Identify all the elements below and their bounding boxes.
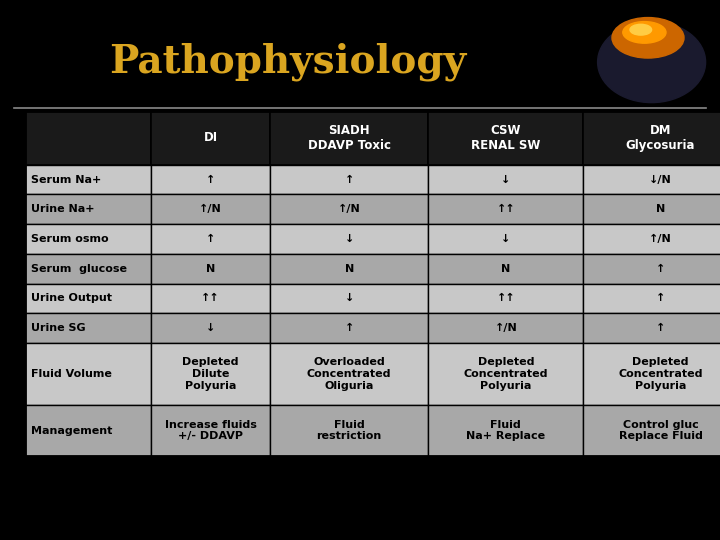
Bar [151,254,270,284]
Text: ↑: ↑ [206,174,215,185]
Text: Serum  glucose: Serum glucose [31,264,127,274]
Text: ↓: ↓ [344,234,354,244]
Text: Management: Management [31,426,112,436]
Bar [151,111,270,165]
Bar [25,111,151,165]
Text: ↑/N: ↑/N [495,323,517,333]
Bar [151,284,270,313]
Bar [428,405,583,456]
Text: Depleted
Concentrated
Polyuria: Depleted Concentrated Polyuria [464,357,548,390]
Bar [583,165,720,194]
Text: ↑: ↑ [656,323,665,333]
Ellipse shape [630,24,652,35]
Text: N: N [206,264,215,274]
Bar [25,224,151,254]
Text: ↑: ↑ [344,174,354,185]
Bar [270,284,428,313]
Text: Control gluc
Replace Fluid: Control gluc Replace Fluid [618,420,703,442]
Text: Fluid
Na+ Replace: Fluid Na+ Replace [467,420,545,442]
Bar [270,111,428,165]
Bar [270,313,428,343]
Bar [428,165,583,194]
Text: ↑: ↑ [344,323,354,333]
Bar [428,343,583,405]
Bar [583,313,720,343]
Ellipse shape [612,17,684,58]
Bar [151,405,270,456]
Bar [428,111,583,165]
Bar [428,284,583,313]
Text: ↓: ↓ [344,293,354,303]
Bar [583,224,720,254]
Text: ↑/N: ↑/N [649,234,672,244]
Bar [583,111,720,165]
Bar [583,254,720,284]
Text: ↑: ↑ [206,234,215,244]
Text: DM
Glycosuria: DM Glycosuria [626,124,696,152]
Bar [583,194,720,224]
Bar [583,284,720,313]
Bar [25,313,151,343]
Text: ↓: ↓ [206,323,215,333]
Text: ↑: ↑ [656,264,665,274]
Bar [270,405,428,456]
Bar [270,224,428,254]
Bar [428,194,583,224]
Text: Depleted
Concentrated
Polyuria: Depleted Concentrated Polyuria [618,357,703,390]
Bar [151,165,270,194]
Text: ↑/N: ↑/N [338,204,361,214]
Text: Urine Output: Urine Output [31,293,112,303]
Bar [428,313,583,343]
Bar [25,405,151,456]
Text: ↑↑: ↑↑ [201,293,220,303]
Bar [270,194,428,224]
Text: Fluid Volume: Fluid Volume [31,369,112,379]
Ellipse shape [623,22,666,43]
Bar [25,284,151,313]
Bar [151,224,270,254]
Bar [25,165,151,194]
Bar [25,254,151,284]
Bar [428,224,583,254]
Bar [270,254,428,284]
Text: ↑↑: ↑↑ [496,204,516,214]
Text: DI: DI [204,131,217,144]
Text: ↓/N: ↓/N [649,174,672,185]
Bar [25,194,151,224]
Text: ↑/N: ↑/N [199,204,222,214]
Text: Serum Na+: Serum Na+ [31,174,102,185]
Text: Pathophysiology: Pathophysiology [109,43,467,82]
Bar [583,405,720,456]
Text: N: N [345,264,354,274]
Text: N: N [501,264,510,274]
Text: Serum osmo: Serum osmo [31,234,109,244]
Text: ↓: ↓ [501,234,510,244]
Bar [270,165,428,194]
Text: N: N [656,204,665,214]
Bar [25,111,720,456]
Text: ↓: ↓ [501,174,510,185]
Circle shape [598,22,706,103]
Text: Increase fluids
+/- DDAVP: Increase fluids +/- DDAVP [165,420,256,442]
Text: Urine SG: Urine SG [31,323,86,333]
Text: SIADH
DDAVP Toxic: SIADH DDAVP Toxic [307,124,391,152]
Bar [25,343,151,405]
Text: ↑: ↑ [656,293,665,303]
Text: Fluid
restriction: Fluid restriction [317,420,382,442]
Text: Overloaded
Concentrated
Oliguria: Overloaded Concentrated Oliguria [307,357,392,390]
Bar [270,343,428,405]
Text: ↑↑: ↑↑ [496,293,516,303]
Text: Depleted
Dilute
Polyuria: Depleted Dilute Polyuria [182,357,239,390]
Text: Urine Na+: Urine Na+ [31,204,94,214]
Text: CSW
RENAL SW: CSW RENAL SW [471,124,541,152]
Bar [428,254,583,284]
Bar [151,194,270,224]
Bar [151,313,270,343]
Bar [583,343,720,405]
Bar [151,343,270,405]
